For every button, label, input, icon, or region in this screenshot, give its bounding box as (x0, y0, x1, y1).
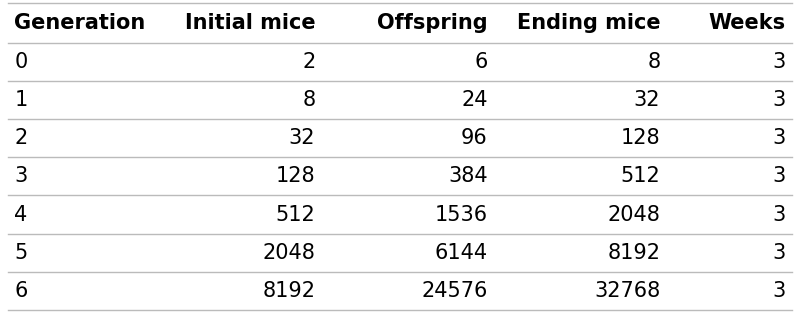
Text: 8: 8 (647, 52, 660, 72)
Text: 3: 3 (773, 167, 786, 187)
Text: 32768: 32768 (594, 281, 660, 301)
Text: 2: 2 (14, 128, 27, 148)
Text: 3: 3 (773, 204, 786, 224)
Text: 3: 3 (773, 243, 786, 263)
Text: 512: 512 (621, 167, 660, 187)
Text: Offspring: Offspring (377, 13, 488, 33)
Text: 3: 3 (773, 90, 786, 110)
Text: Weeks: Weeks (709, 13, 786, 33)
Text: 4: 4 (14, 204, 27, 224)
Text: 6144: 6144 (434, 243, 488, 263)
Text: 384: 384 (448, 167, 488, 187)
Text: 24576: 24576 (422, 281, 488, 301)
Text: Initial mice: Initial mice (185, 13, 315, 33)
Text: 5: 5 (14, 243, 27, 263)
Text: 3: 3 (773, 52, 786, 72)
Text: 2048: 2048 (607, 204, 660, 224)
Text: 512: 512 (275, 204, 315, 224)
Text: 1536: 1536 (434, 204, 488, 224)
Text: 6: 6 (474, 52, 488, 72)
Text: 128: 128 (276, 167, 315, 187)
Text: 8192: 8192 (262, 281, 315, 301)
Text: 24: 24 (462, 90, 488, 110)
Text: 3: 3 (773, 128, 786, 148)
Text: 6: 6 (14, 281, 28, 301)
Text: 32: 32 (289, 128, 315, 148)
Text: 2048: 2048 (262, 243, 315, 263)
Text: 2: 2 (302, 52, 315, 72)
Text: 0: 0 (14, 52, 27, 72)
Text: 96: 96 (461, 128, 488, 148)
Text: 3: 3 (14, 167, 27, 187)
Text: 32: 32 (634, 90, 660, 110)
Text: 1: 1 (14, 90, 27, 110)
Text: 3: 3 (773, 281, 786, 301)
Text: Generation: Generation (14, 13, 146, 33)
Text: 8: 8 (302, 90, 315, 110)
Text: 8192: 8192 (607, 243, 660, 263)
Text: Ending mice: Ending mice (517, 13, 660, 33)
Text: 128: 128 (621, 128, 660, 148)
